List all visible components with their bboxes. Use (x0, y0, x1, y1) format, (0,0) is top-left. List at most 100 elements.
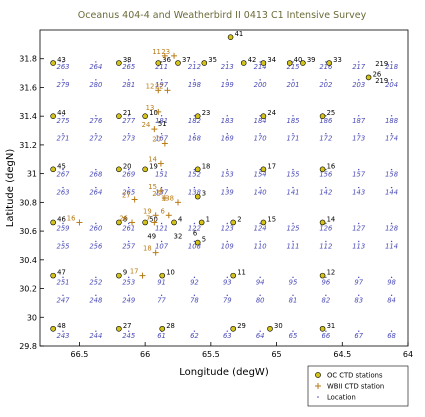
wb-station-marker (157, 160, 164, 167)
location-label: 84 (387, 296, 396, 304)
location-label: 244 (89, 332, 102, 340)
location-label: 108 (188, 242, 202, 250)
location-label: 140 (254, 189, 267, 197)
oc-station-label: 47 (57, 269, 66, 277)
location-point (160, 168, 163, 171)
location-point (358, 330, 360, 332)
wb-station-label: 11 (152, 48, 161, 56)
wb-station-label: 23 (161, 48, 170, 56)
location-label: 153 (221, 171, 234, 179)
oc-station-marker (300, 60, 306, 66)
oc-station-label: 25 (327, 109, 336, 117)
location-point (259, 330, 261, 332)
location-point (292, 186, 294, 189)
location-label: 181 (155, 117, 168, 125)
y-tick-label: 30.2 (19, 285, 37, 294)
oc-station-label: 9 (123, 269, 127, 277)
plot-frame (39, 29, 409, 347)
location-point (62, 294, 64, 297)
oc-station-label: 4 (178, 215, 182, 223)
location-label: 91 (157, 278, 166, 286)
location-point (292, 222, 294, 225)
location-label: 187 (352, 117, 366, 125)
location-label: 201 (287, 81, 300, 89)
location-label: 186 (319, 117, 333, 125)
location-label: 249 (122, 296, 135, 304)
location-point (193, 222, 196, 225)
location-point (325, 168, 327, 171)
location-point (390, 61, 393, 63)
oc-station-marker (116, 325, 122, 332)
location-point (193, 330, 196, 332)
location-label: 185 (287, 117, 300, 125)
wb-station-label: 24 (142, 121, 151, 129)
oc-station-label: 3 (202, 190, 206, 198)
location-label: 156 (319, 171, 333, 179)
oc-station-marker (50, 325, 56, 332)
location-label: 109 (221, 242, 234, 250)
location-label: 182 (188, 117, 201, 125)
oc-station-marker (365, 74, 372, 81)
location-point (259, 222, 261, 225)
location-label: 172 (319, 135, 332, 143)
oc-station-marker (116, 219, 122, 226)
location-point (160, 61, 163, 63)
oc-station-label: 40 (294, 56, 303, 64)
location-label: 111 (287, 242, 300, 250)
location-point (325, 115, 327, 117)
location-label: 257 (122, 242, 136, 250)
location-label: 138 (188, 189, 202, 197)
wb-station-marker (157, 187, 164, 194)
location-point (292, 168, 294, 171)
location-label: 121 (155, 225, 168, 233)
wb-station-label: 138 (161, 194, 174, 202)
location-label: 252 (89, 278, 102, 286)
legend-wb-label: WBII CTD station (327, 383, 384, 391)
location-label: 275 (57, 117, 70, 125)
location-label: 152 (188, 171, 201, 179)
location-label: 139 (221, 189, 234, 197)
location-label: 202 (319, 81, 332, 89)
location-label: 83 (354, 296, 363, 304)
location-point (390, 294, 393, 297)
location-point (226, 276, 228, 279)
oc-station-label: 26 (373, 70, 382, 78)
location-label: 251 (57, 278, 70, 286)
location-label: 157 (352, 171, 366, 179)
location-point (358, 79, 360, 81)
oc-station-marker (116, 272, 122, 279)
extra-label: 49 (147, 232, 156, 240)
location-label: 66 (322, 332, 331, 340)
location-point (128, 168, 130, 171)
location-point (226, 222, 228, 225)
location-label: 217 (352, 63, 366, 71)
oc-station-label: 29 (237, 322, 246, 330)
location-label: 79 (223, 296, 232, 304)
location-label: 214 (254, 63, 267, 71)
oc-station-label: 31 (327, 322, 336, 330)
location-point (259, 133, 261, 135)
location-label: 67 (354, 332, 363, 340)
oc-station-marker (230, 325, 236, 332)
location-point (193, 115, 196, 117)
location-label: 64 (256, 332, 265, 340)
oc-station-label: 33 (333, 56, 342, 64)
location-label: 212 (188, 63, 201, 71)
oc-station-marker (50, 113, 56, 119)
oc-station-marker (201, 60, 208, 66)
x-tick-label: 64 (403, 350, 413, 359)
y-tick-label: 30.6 (19, 227, 37, 236)
location-label: 107 (155, 242, 169, 250)
x-axis: 66.5 66 65.5 65 64.5 64 (71, 342, 413, 359)
location-point (390, 186, 393, 189)
oc-station-label: 39 (307, 56, 316, 64)
location-point (160, 240, 163, 243)
oc-station-marker (267, 325, 273, 332)
location-point (226, 115, 228, 117)
location-label: 271 (57, 135, 70, 143)
oc-station-marker (260, 219, 267, 226)
location-label: 268 (89, 171, 103, 179)
oc-station-label: 45 (57, 162, 66, 170)
x-axis-label: Longitude (degW) (179, 367, 269, 378)
location-point (325, 222, 327, 225)
